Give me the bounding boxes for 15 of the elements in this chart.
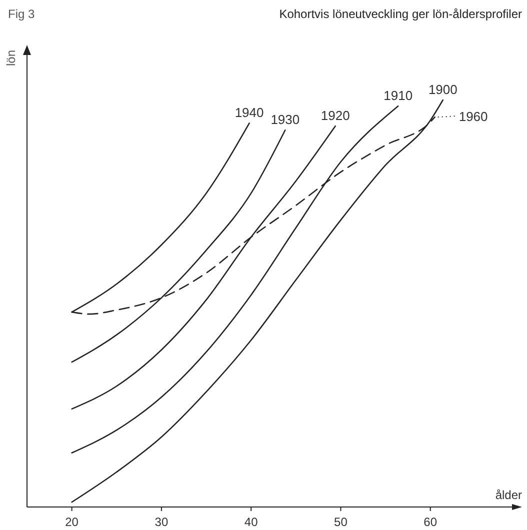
x-tick-label: 50 bbox=[334, 515, 348, 529]
series-label: 1900 bbox=[428, 82, 458, 97]
x-tick-label: 30 bbox=[154, 515, 168, 529]
x-axis-title: ålder bbox=[495, 488, 522, 502]
series-label: 1910 bbox=[384, 88, 413, 104]
y-axis-title: lön bbox=[4, 50, 18, 66]
chart-title: Kohortvis löneutveckling ger lön-åldersprofiler bbox=[279, 7, 522, 21]
caption: Fig 3 bbox=[8, 7, 36, 21]
x-tick-label: 20 bbox=[65, 515, 79, 529]
series-label: 1920 bbox=[320, 108, 350, 124]
series-label: 1930 bbox=[270, 112, 300, 128]
x-tick-label: 60 bbox=[424, 515, 438, 529]
series-label: 1940 bbox=[234, 105, 264, 120]
x-tick-label: 40 bbox=[244, 515, 258, 529]
legend-label: 1960 bbox=[458, 109, 488, 124]
